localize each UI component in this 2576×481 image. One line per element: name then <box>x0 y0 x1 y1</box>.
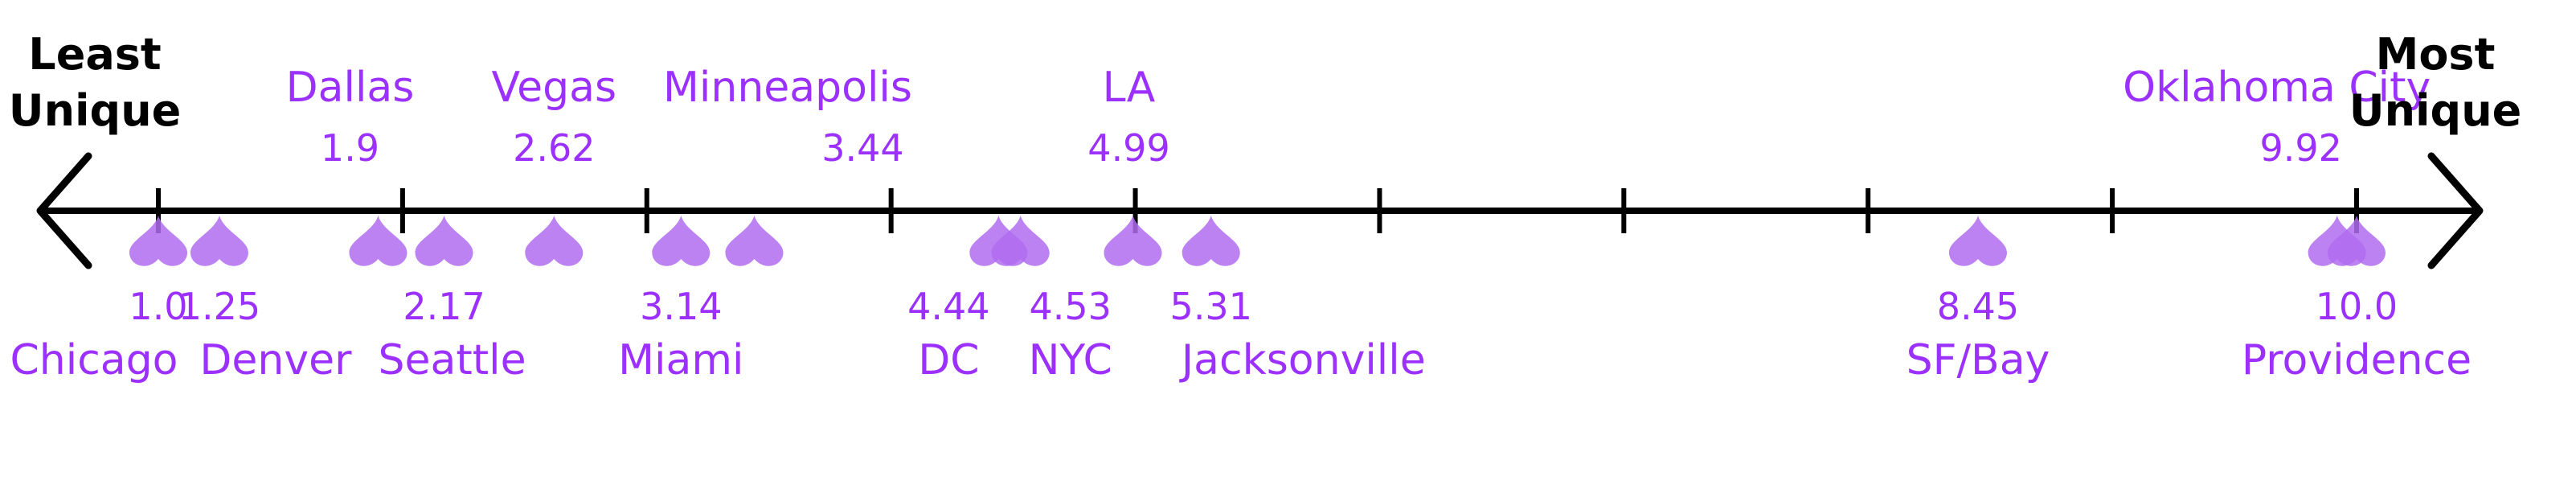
city-value-minneapolis: 3.44 <box>821 126 903 170</box>
city-name-minneapolis: Minneapolis <box>663 64 912 112</box>
city-marker <box>991 216 1050 266</box>
city-marker <box>525 216 584 266</box>
city-marker <box>1948 216 2007 266</box>
city-value-la: 4.99 <box>1087 126 1169 170</box>
city-marker <box>1104 216 1162 266</box>
city-value-dallas: 1.9 <box>321 126 379 170</box>
city-name-oklahoma-city: Oklahoma City <box>2123 64 2431 112</box>
city-name-providence: Providence <box>2242 336 2472 384</box>
city-value-nyc: 4.53 <box>1030 285 1112 328</box>
city-name-dallas: Dallas <box>286 64 415 112</box>
city-name-vegas: Vegas <box>492 64 617 112</box>
city-value-providence: 10.0 <box>2316 285 2398 328</box>
most-unique-label: Unique <box>2349 85 2522 136</box>
city-marker <box>652 216 711 266</box>
city-markers <box>129 216 2386 266</box>
right-arrowhead <box>2427 152 2484 269</box>
city-value-oklahoma-city: 9.92 <box>2259 126 2341 170</box>
city-name-nyc: NYC <box>1029 336 1112 384</box>
city-marker <box>349 216 407 266</box>
city-value-dc: 4.44 <box>907 285 989 328</box>
city-name-la: LA <box>1103 64 1156 112</box>
city-name-seattle: Seattle <box>379 336 526 384</box>
city-name-jacksonville: Jacksonville <box>1179 336 1426 384</box>
city-value-chicago: 1.0 <box>129 285 187 328</box>
city-marker <box>190 216 248 266</box>
left-arrowhead <box>36 152 92 269</box>
least-unique-label: Least <box>28 29 161 80</box>
city-name-chicago: Chicago <box>10 336 178 384</box>
city-name-dc: DC <box>918 336 979 384</box>
axis <box>36 152 2484 269</box>
city-value-jacksonville: 5.31 <box>1170 285 1252 328</box>
city-value-vegas: 2.62 <box>513 126 595 170</box>
city-value-denver: 1.25 <box>178 285 260 328</box>
most-unique-label: Most <box>2376 29 2496 80</box>
city-value-seattle: 2.17 <box>403 285 485 328</box>
city-value-miami: 3.14 <box>640 285 722 328</box>
city-marker <box>129 216 187 266</box>
city-name-sf-bay: SF/Bay <box>1906 336 2050 384</box>
city-value-sf-bay: 8.45 <box>1937 285 2019 328</box>
city-marker <box>2328 216 2386 266</box>
city-marker <box>415 216 473 266</box>
least-unique-label: Unique <box>9 85 182 136</box>
city-marker <box>1182 216 1240 266</box>
city-name-miami: Miami <box>618 336 743 384</box>
city-name-denver: Denver <box>199 336 352 384</box>
city-marker <box>725 216 784 266</box>
